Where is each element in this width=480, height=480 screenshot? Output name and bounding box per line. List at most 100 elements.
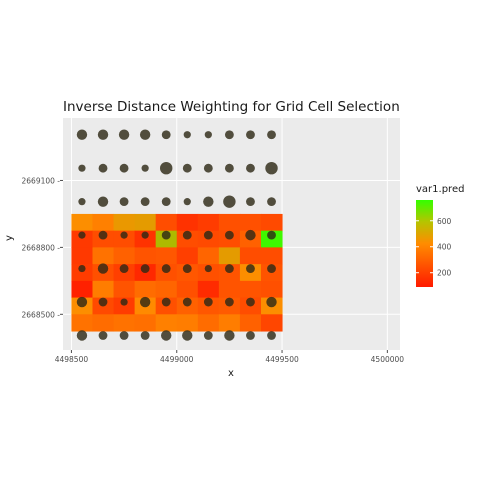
sample-point [76, 129, 88, 140]
sample-point [97, 129, 109, 140]
heatmap-cell [239, 280, 262, 299]
heatmap-cell [260, 247, 283, 265]
legend-colorbar [416, 200, 433, 287]
sample-point [98, 230, 108, 240]
heatmap-cell [155, 213, 178, 232]
y-tick-label: 2668800 - [22, 243, 61, 252]
heatmap-cell [197, 213, 220, 232]
sample-point [246, 197, 255, 207]
heatmap-cell [71, 213, 93, 232]
heatmap-cell [218, 280, 241, 299]
heatmap-cell [92, 247, 115, 265]
sample-point [182, 330, 193, 341]
sample-point [246, 163, 255, 173]
sample-point [76, 330, 88, 341]
sample-point [139, 129, 151, 140]
heatmap-cell [71, 314, 93, 332]
sample-point [203, 297, 213, 307]
y-tick-label: 2668500 - [22, 310, 61, 319]
sample-point [266, 296, 277, 308]
sample-point [120, 231, 128, 239]
sample-point [182, 264, 192, 273]
sample-point [76, 296, 88, 308]
heatmap-cell [155, 247, 178, 265]
sample-point [182, 230, 192, 240]
sample-point [161, 230, 171, 240]
sample-point [141, 164, 149, 172]
heatmap-cell [260, 314, 283, 332]
chart-title: Inverse Distance Weighting for Grid Cell… [63, 99, 400, 115]
sample-point [224, 130, 234, 140]
heatmap-cell [197, 314, 220, 332]
heatmap-cell [197, 264, 220, 282]
heatmap-cell [113, 230, 136, 248]
heatmap-cell [239, 213, 262, 232]
sample-point [139, 296, 151, 308]
sample-point [120, 298, 128, 306]
heatmap-cell [218, 314, 241, 332]
sample-point [245, 229, 256, 241]
x-axis: 4498500 4499000 4499500 4500000 [55, 350, 404, 364]
sample-point [204, 131, 212, 139]
heatmap-cell [176, 280, 199, 299]
heatmap-cell [155, 280, 178, 299]
sample-point [78, 164, 86, 172]
heatmap-cell [71, 230, 93, 248]
sample-point [161, 330, 172, 341]
sample-point [140, 264, 150, 273]
point-layer [76, 129, 278, 341]
sample-point [224, 230, 234, 240]
heatmap-cell [176, 247, 199, 265]
sample-point [246, 297, 255, 307]
sample-point [182, 163, 192, 173]
heatmap-cell [239, 314, 262, 332]
sample-point [267, 130, 276, 140]
sample-point [267, 197, 276, 207]
sample-point [119, 197, 129, 207]
heatmap-cell [176, 314, 199, 332]
sample-point [119, 163, 129, 173]
legend-ticks: 200 400 600 [416, 217, 452, 278]
heatmap-cell [71, 264, 93, 282]
heatmap-cell [71, 280, 93, 299]
heatmap-cell [260, 213, 283, 232]
sample-point [183, 131, 191, 139]
sample-point [97, 263, 109, 274]
sample-point [246, 130, 255, 140]
sample-point [119, 331, 129, 340]
y-tick-label: 2669100 - [22, 176, 61, 185]
sample-point [183, 198, 191, 206]
sample-point [204, 264, 212, 273]
sample-point [246, 264, 255, 273]
y-axis: 2668500 - 2668800 - 2669100 - [22, 176, 63, 319]
sample-point [140, 331, 150, 340]
sample-point [161, 197, 171, 207]
sample-point [98, 163, 108, 173]
heatmap-cell [197, 247, 220, 265]
sample-point [141, 231, 149, 239]
heatmap-cell [239, 247, 262, 265]
sample-point [224, 264, 234, 273]
x-axis-title: x [228, 368, 234, 379]
sample-point [78, 231, 86, 239]
legend: var1.pred 200 400 600 [416, 184, 464, 287]
sample-point [161, 297, 171, 307]
legend-tick-label: 400 [437, 243, 452, 252]
heatmap-cell [113, 213, 136, 232]
sample-point [203, 331, 213, 340]
sample-point [223, 195, 236, 208]
x-tick-label: 4498500 [55, 355, 89, 364]
heatmap-cell [92, 314, 115, 332]
heatmap-cell [113, 297, 136, 315]
sample-point [224, 297, 234, 307]
heatmap-cell [113, 247, 136, 265]
heatmap-cell [113, 314, 136, 332]
sample-point [118, 129, 130, 140]
sample-point [78, 198, 86, 206]
heatmap-cell [218, 213, 241, 232]
sample-point [98, 331, 108, 340]
heatmap-cell [155, 314, 178, 332]
heatmap-cell [92, 213, 115, 232]
